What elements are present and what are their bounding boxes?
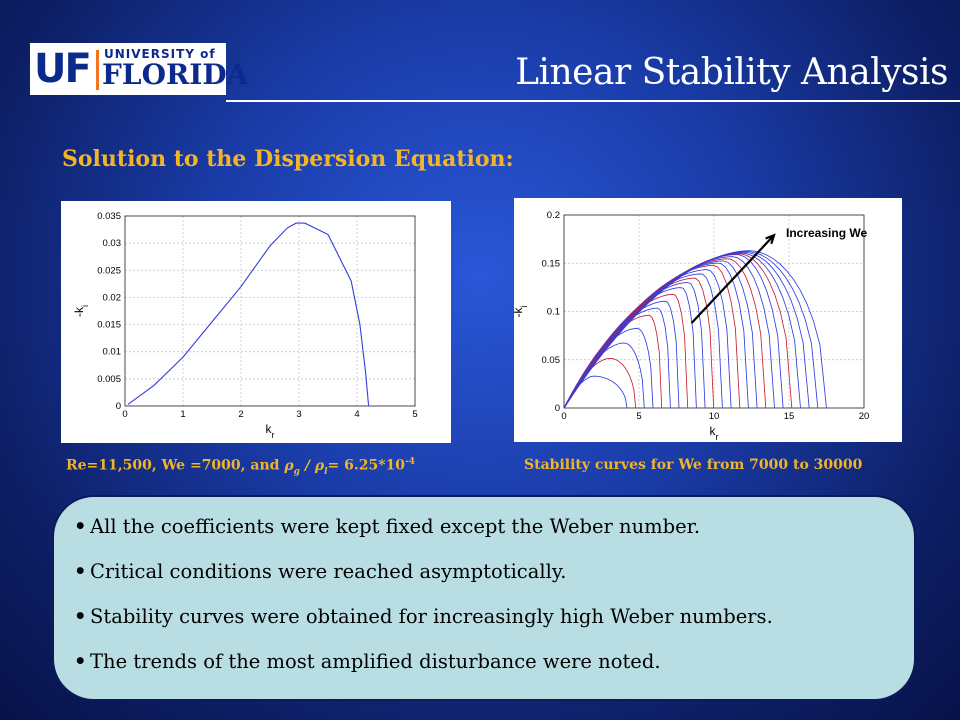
y-tick-label: 0.01: [103, 347, 122, 358]
increasing-arrow-shaft: [690, 234, 775, 324]
chart-stability-curves: 0 5 10 15 20 0 0.05 0.1 0.15 0.2 kr -ki Increasing W…: [514, 198, 902, 442]
bullet-text: Critical conditions were reached asympto…: [90, 560, 567, 583]
bullet-item: • Critical conditions were reached asympt…: [74, 560, 773, 605]
x-tick-label: 1: [180, 409, 185, 420]
y-tick-label: 0.015: [97, 320, 121, 331]
x-tick-label: 10: [709, 411, 720, 422]
caption-slash: /: [304, 457, 310, 474]
y-axis-label: -ki: [72, 305, 90, 317]
chart-stability-curves-svg: 0 5 10 15 20 0 0.05 0.1 0.15 0.2 kr -ki Increasing W…: [514, 210, 870, 442]
bullet-dot: •: [74, 650, 87, 673]
left-chart-caption: Re=11,500, We =7000, and ρg / ρl= 6.25*1…: [66, 457, 415, 476]
y-tick-label: 0.03: [103, 238, 122, 249]
right-chart-caption: Stability curves for We from 7000 to 300…: [524, 457, 863, 473]
stability-curve: [563, 252, 801, 409]
bullet-text: The trends of the most amplified disturb…: [90, 650, 661, 673]
summary-panel: • All the coefficients were kept fixed ex…: [52, 495, 916, 701]
logo-divider: [96, 50, 99, 90]
bullet-text: All the coefficients were kept fixed exc…: [90, 515, 701, 538]
stability-curve: [563, 357, 637, 409]
caption-prefix: Re=11,500, We =7000, and: [66, 457, 285, 474]
stability-curve: [563, 254, 784, 409]
x-tick-label: 2: [238, 409, 243, 420]
y-tick-label: 0.15: [542, 258, 561, 269]
x-tick-label: 0: [561, 411, 566, 422]
bullet-dot: •: [74, 560, 87, 583]
bullet-item: • Stability curves were obtained for incr…: [74, 605, 773, 650]
x-tick-label: 4: [354, 409, 359, 420]
logo-florida-text: FLORIDA: [102, 58, 249, 91]
x-tick-label: 5: [636, 411, 641, 422]
x-tick-label: 0: [122, 409, 127, 420]
chart-single-curve-svg: 0 1 2 3 4 5 0 0.005 0.01 0.015 0.02 0.025 0.03 0.035 k…: [72, 211, 418, 440]
caption-eq: = 6.25*10: [327, 457, 406, 474]
caption-rho-l: ρ: [314, 457, 325, 474]
stability-curve: [563, 342, 645, 409]
y-tick-label: 0.025: [97, 265, 121, 276]
y-tick-label: 0.005: [97, 374, 121, 385]
x-tick-label: 20: [859, 411, 870, 422]
plot-frame: [563, 214, 865, 409]
title-underline: [226, 100, 960, 102]
x-axis-label: kr: [710, 424, 719, 442]
bullet-dot: •: [74, 515, 87, 538]
stability-curve: [563, 281, 706, 409]
caption-sub-l: l: [324, 466, 328, 477]
chart-single-curve: 0 1 2 3 4 5 0 0.005 0.01 0.015 0.02 0.025 0.03 0.035 k…: [61, 201, 451, 443]
caption-exp: -4: [405, 457, 416, 467]
x-axis-label: kr: [266, 422, 275, 440]
logo-university-text: UNIVERSITY of: [104, 47, 216, 61]
x-tick-label: 5: [412, 409, 417, 420]
stability-curve: [563, 262, 749, 409]
stability-curve: [563, 314, 663, 409]
bullet-dot: •: [74, 605, 87, 628]
series-line: [127, 222, 370, 407]
bullet-item: • All the coefficients were kept fixed ex…: [74, 515, 773, 560]
increasing-arrow-head: [765, 233, 776, 245]
plot-frame: [124, 215, 416, 407]
stability-curve: [563, 250, 827, 409]
stability-curve: [563, 300, 680, 409]
bullet-text: Stability curves were obtained for incre…: [90, 605, 773, 628]
caption-sub-g: g: [293, 466, 300, 477]
caption-rho-g: ρ: [284, 457, 294, 474]
university-logo: UF UNIVERSITY of FLORIDA: [30, 43, 248, 95]
y-tick-label: 0.035: [97, 211, 121, 222]
stability-curve: [563, 269, 732, 409]
x-tick-label: 3: [296, 409, 301, 420]
bullet-list: • All the coefficients were kept fixed ex…: [74, 515, 773, 695]
x-tick-label: 15: [784, 411, 795, 422]
y-tick-label: 0.2: [547, 210, 560, 221]
annotation-increasing-we: Increasing We: [786, 226, 867, 240]
logo-uf-text: UF: [34, 46, 92, 92]
y-tick-label: 0.05: [542, 355, 561, 366]
y-tick-label: 0.1: [547, 307, 560, 318]
y-tick-label: 0.02: [103, 292, 122, 303]
y-axis-label: -ki: [514, 306, 529, 318]
slide-title: Linear Stability Analysis: [515, 52, 948, 93]
y-tick-label: 0: [116, 401, 121, 412]
section-heading: Solution to the Dispersion Equation:: [62, 146, 514, 172]
bullet-item: • The trends of the most amplified distur…: [74, 650, 773, 695]
y-tick-label: 0: [555, 403, 560, 414]
